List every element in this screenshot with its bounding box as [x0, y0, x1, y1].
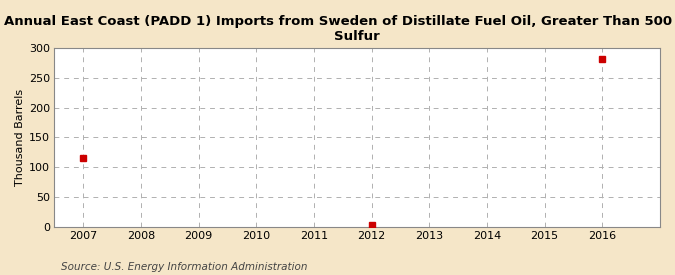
Text: Source: U.S. Energy Information Administration: Source: U.S. Energy Information Administ…: [61, 262, 307, 272]
Y-axis label: Thousand Barrels: Thousand Barrels: [15, 89, 25, 186]
Title: Annual East Coast (PADD 1) Imports from Sweden of Distillate Fuel Oil, Greater T: Annual East Coast (PADD 1) Imports from …: [5, 15, 675, 43]
